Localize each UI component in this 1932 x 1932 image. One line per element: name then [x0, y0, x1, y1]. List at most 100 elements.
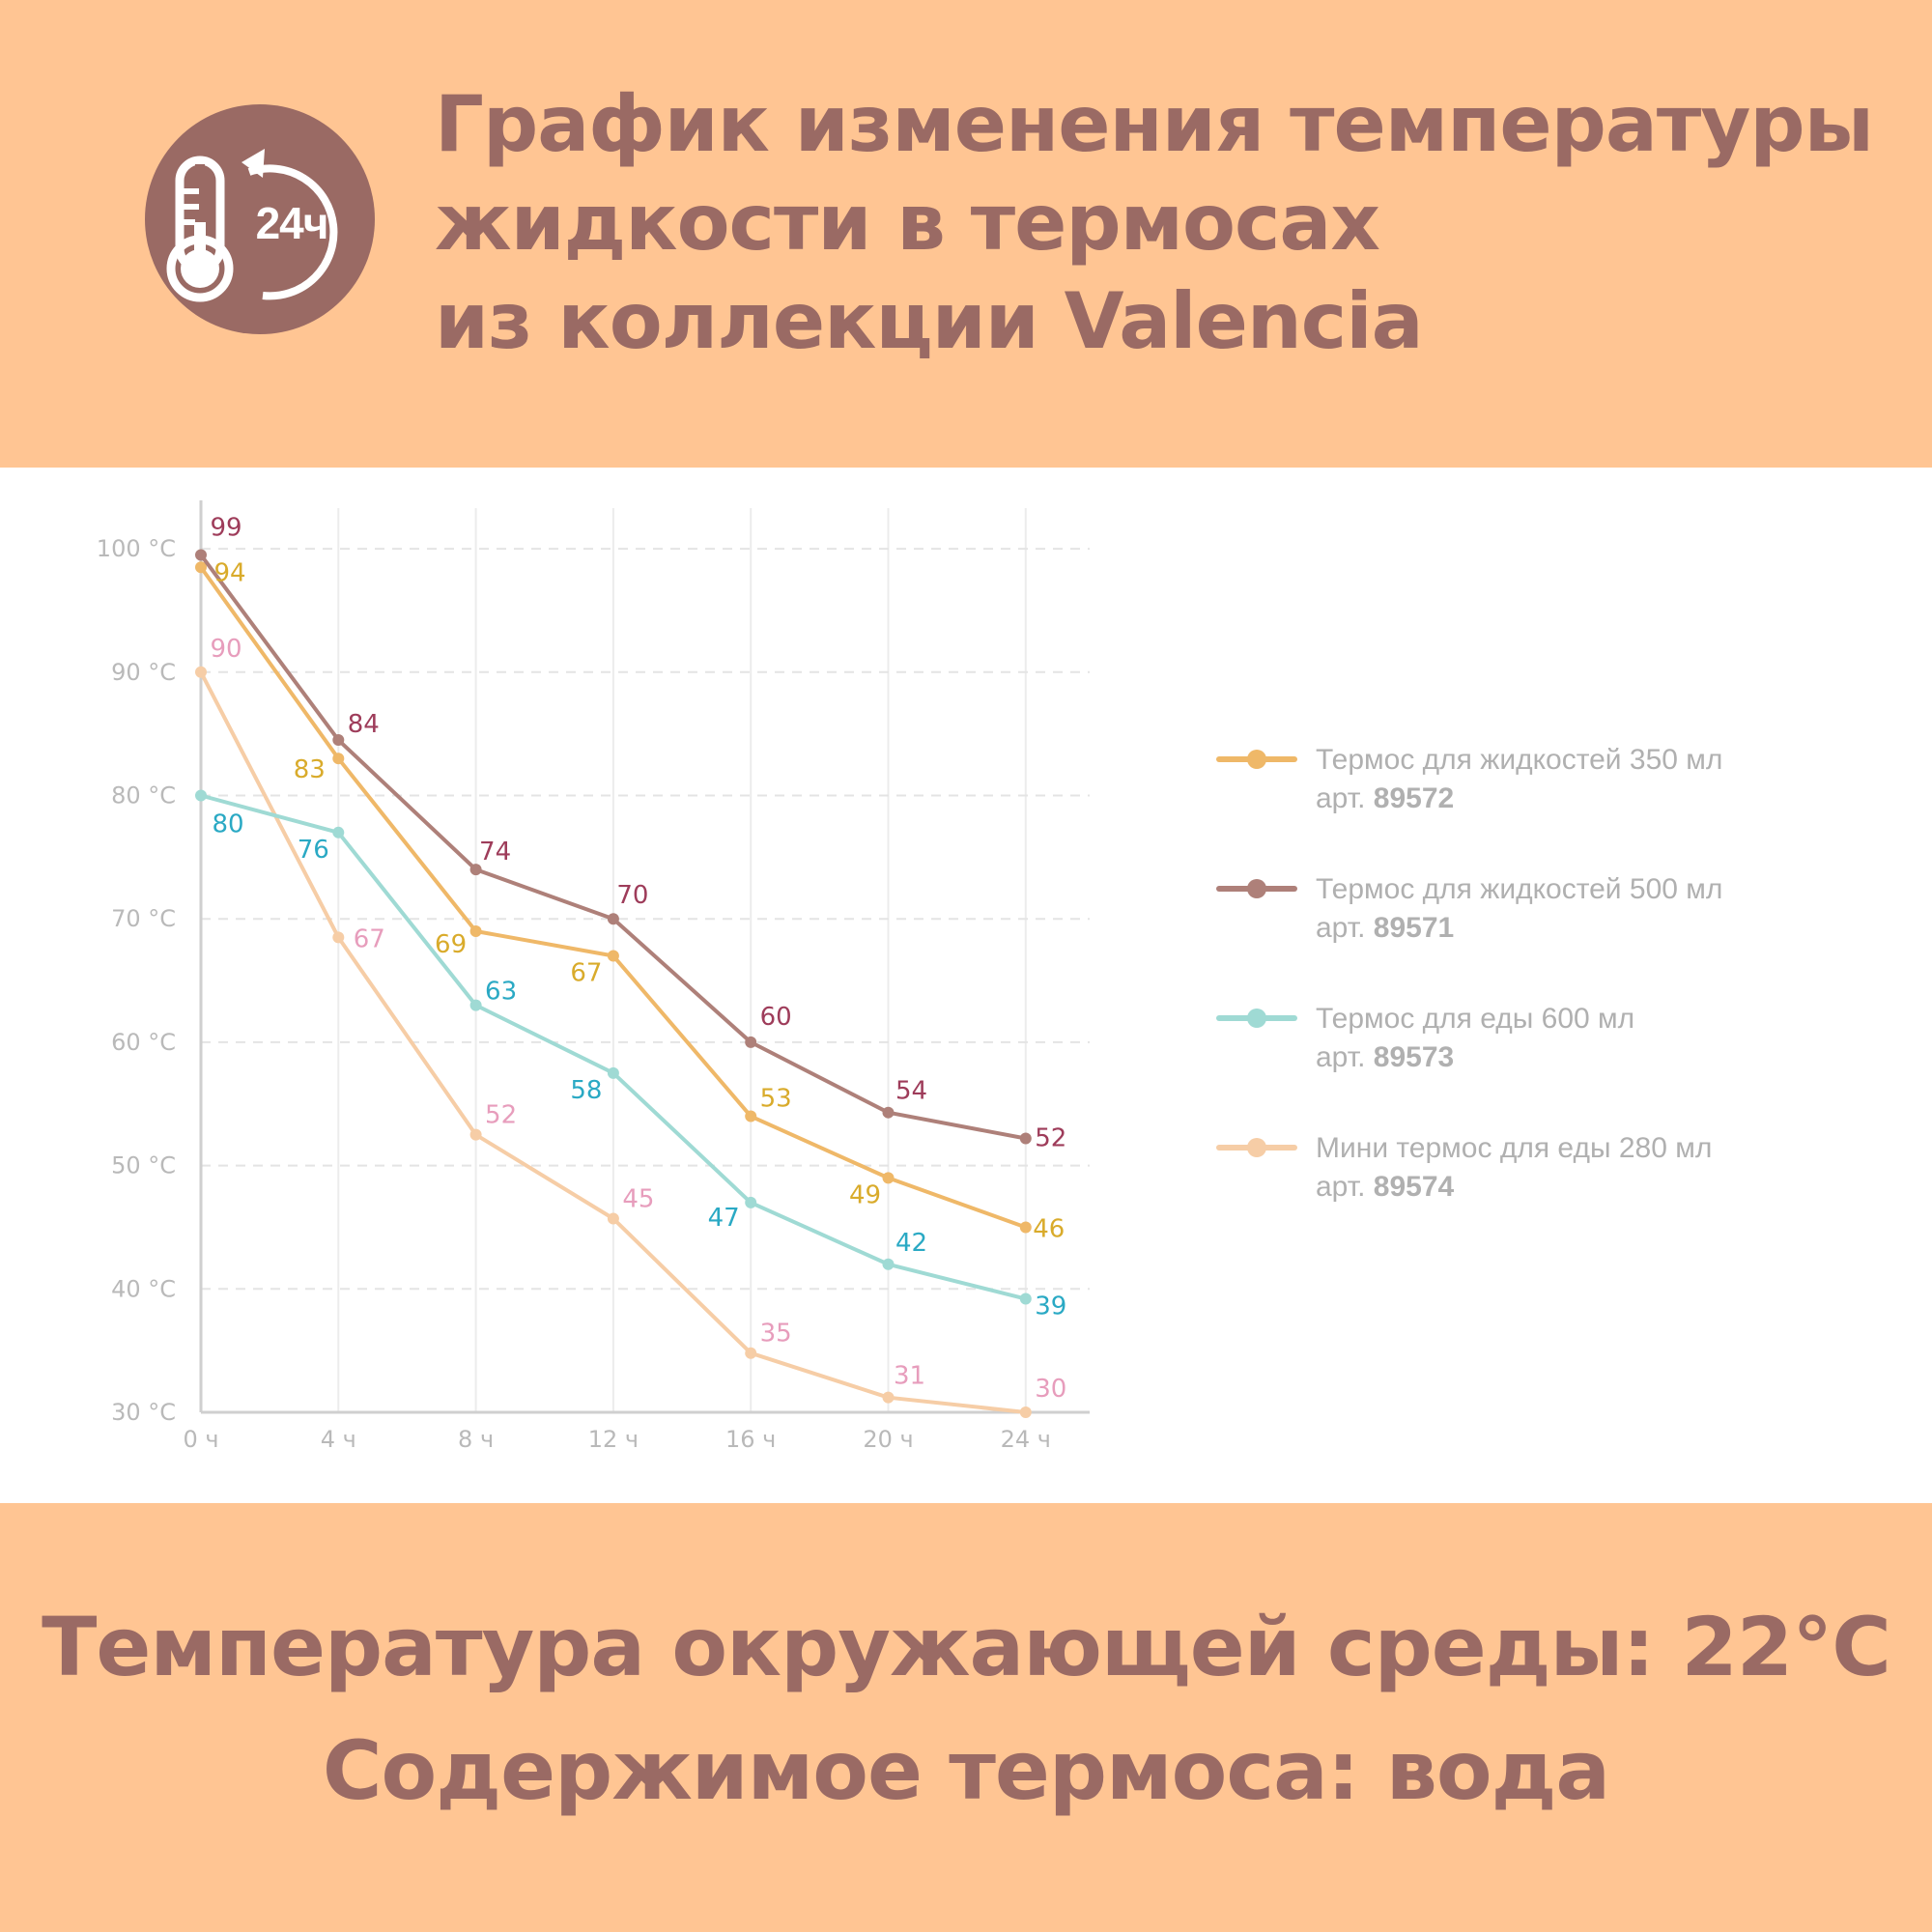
data-point: [745, 1110, 757, 1122]
data-label: 46: [1033, 1214, 1065, 1243]
ambient-temperature-note: Температура окружающей среды: 22°C: [42, 1600, 1891, 1694]
title-line: жидкости в термосах: [435, 178, 1380, 268]
data-label: 53: [760, 1085, 792, 1114]
data-label: 42: [895, 1229, 927, 1258]
data-label: 70: [616, 881, 648, 910]
data-point: [882, 1106, 895, 1119]
data-label: 76: [298, 836, 329, 865]
chart-panel: 30 °C 40 °C 50 °C 60 °C 70 °C 80 °C 90 °C 100 °…: [0, 468, 1932, 1503]
data-label: 49: [849, 1180, 881, 1209]
data-label: 69: [435, 930, 467, 959]
data-point: [469, 999, 482, 1011]
legend-article: арт. 89573: [1316, 1041, 1454, 1073]
legend-swatch-dot: [1247, 750, 1266, 769]
data-label: 94: [213, 558, 245, 587]
data-point: [332, 753, 345, 765]
legend-article-prefix: арт.: [1316, 782, 1374, 814]
data-label: 58: [570, 1076, 602, 1105]
data-point: [1019, 1293, 1032, 1305]
data-label: 80: [212, 810, 243, 839]
legend-article-number: 89572: [1374, 782, 1454, 814]
data-label: 52: [1035, 1124, 1066, 1153]
data-label: 63: [485, 978, 517, 1007]
data-point: [332, 826, 345, 838]
x-tick-label: 8 ч: [458, 1426, 494, 1453]
data-point: [1019, 1132, 1032, 1145]
data-label: 35: [760, 1320, 792, 1349]
legend-swatch-dot: [1247, 1138, 1266, 1157]
data-label: 31: [894, 1362, 925, 1391]
legend-article-number: 89574: [1374, 1171, 1455, 1203]
y-tick-label: 50 °C: [111, 1152, 176, 1179]
footer-band: Температура окружающей среды: 22°C Содер…: [0, 1503, 1932, 1932]
data-point: [469, 924, 482, 937]
data-label: 54: [895, 1077, 927, 1106]
data-point: [607, 913, 619, 925]
data-point: [332, 931, 345, 944]
data-label: 83: [294, 755, 326, 784]
legend-swatch-dot: [1247, 879, 1266, 898]
legend-series-name: Термос для еды 600 мл: [1316, 1003, 1634, 1035]
data-label: 67: [354, 924, 385, 953]
header-band: 24ч График изменения температуры жидкост…: [0, 0, 1932, 468]
legend-article-prefix: арт.: [1316, 1041, 1374, 1073]
x-tick-label: 20 ч: [863, 1426, 913, 1453]
page-title: График изменения температуры жидкости в …: [435, 75, 1903, 371]
data-label: 30: [1035, 1375, 1066, 1404]
legend-series-name: Термос для жидкостей 500 мл: [1316, 873, 1722, 905]
data-label: 67: [570, 959, 602, 988]
temperature-line-chart: 30 °C 40 °C 50 °C 60 °C 70 °C 80 °C 90 °C 100 °…: [97, 500, 1722, 1453]
data-point: [1019, 1221, 1032, 1234]
data-point: [195, 549, 207, 561]
data-point: [607, 950, 619, 962]
data-label: 99: [210, 513, 242, 542]
data-point: [745, 1196, 757, 1208]
data-label: 74: [479, 838, 511, 867]
legend-article-prefix: арт.: [1316, 912, 1374, 944]
title-line: из коллекции Valencia: [435, 276, 1424, 366]
data-point: [882, 1391, 895, 1404]
data-label: 47: [708, 1204, 740, 1233]
data-point: [882, 1172, 895, 1184]
y-tick-label: 90 °C: [111, 659, 176, 686]
x-tick-label: 0 ч: [183, 1426, 218, 1453]
data-point: [882, 1258, 895, 1270]
data-point: [332, 734, 345, 747]
legend-article-number: 89571: [1374, 912, 1454, 944]
data-point: [469, 1128, 482, 1141]
y-tick-label: 80 °C: [111, 782, 176, 810]
x-tick-label: 16 ч: [725, 1426, 776, 1453]
data-point: [607, 1212, 619, 1225]
thermometer-icon: [166, 149, 338, 302]
data-point: [1019, 1406, 1032, 1418]
data-point: [469, 864, 482, 876]
y-tick-label: 30 °C: [111, 1399, 176, 1426]
legend-swatch-dot: [1247, 1009, 1266, 1028]
data-label: 84: [348, 710, 380, 739]
y-tick-label: 70 °C: [111, 905, 176, 932]
legend-article: арт. 89574: [1316, 1171, 1455, 1203]
x-tick-label: 4 ч: [321, 1426, 356, 1453]
data-point: [745, 1347, 757, 1359]
title-line: График изменения температуры: [435, 79, 1874, 169]
legend-article: арт. 89571: [1316, 912, 1454, 944]
data-label: 52: [485, 1101, 517, 1130]
x-tick-label: 12 ч: [588, 1426, 639, 1453]
data-label: 39: [1035, 1293, 1066, 1321]
data-point: [195, 561, 207, 574]
data-point: [195, 666, 207, 678]
data-label: 45: [622, 1185, 654, 1214]
thermometer-24h-badge: 24ч: [145, 104, 375, 334]
legend-article-prefix: арт.: [1316, 1171, 1374, 1203]
y-tick-label: 40 °C: [111, 1275, 176, 1302]
x-tick-label: 24 ч: [1001, 1426, 1051, 1453]
legend-series-name: Мини термос для еды 280 мл: [1316, 1132, 1712, 1164]
y-tick-label: 60 °C: [111, 1029, 176, 1056]
legend-article-number: 89573: [1374, 1041, 1454, 1073]
data-point: [745, 1036, 757, 1048]
legend-series-name: Термос для жидкостей 350 мл: [1316, 744, 1722, 776]
data-label: 90: [210, 635, 242, 664]
contents-note: Содержимое термоса: вода: [322, 1723, 1610, 1818]
data-point: [195, 789, 207, 802]
y-tick-label: 100 °C: [97, 535, 176, 562]
